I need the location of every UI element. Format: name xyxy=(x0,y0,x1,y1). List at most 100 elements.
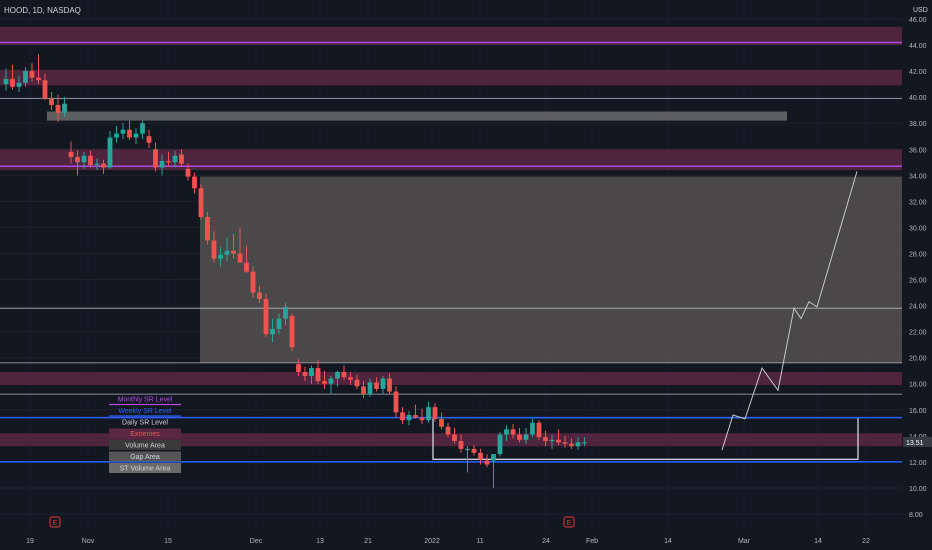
candles[interactable] xyxy=(3,54,587,488)
legend-label: Monthly SR Level xyxy=(118,397,173,404)
candle-body xyxy=(491,454,496,461)
chart-title: HOOD, 1D, NASDAQ xyxy=(4,6,81,15)
price-tick-label: 10.00 xyxy=(909,486,927,493)
price-tick-label: 22.00 xyxy=(909,330,927,337)
extreme-zone xyxy=(0,433,902,447)
candle-body xyxy=(62,103,67,113)
time-tick-label: 14 xyxy=(664,538,672,545)
legend-swatch xyxy=(109,428,181,439)
candle-body xyxy=(419,417,425,421)
candle-body xyxy=(380,378,386,389)
candle-body xyxy=(270,329,275,335)
price-tick-label: 38.00 xyxy=(909,121,927,128)
time-tick-label: 24 xyxy=(542,538,550,545)
earnings-marker xyxy=(563,516,575,528)
candle-body xyxy=(3,78,9,85)
legend: Monthly SR Level Weekly SR Level Daily SR … xyxy=(109,397,181,473)
candle-body xyxy=(517,434,522,440)
projection-path xyxy=(721,171,858,451)
candle-body xyxy=(530,422,535,435)
candle-body xyxy=(101,163,106,168)
time-tick-label: 13 xyxy=(316,538,324,545)
candle-body xyxy=(172,155,178,163)
candle-body xyxy=(107,137,113,168)
candle-body xyxy=(393,391,399,413)
candle-body xyxy=(289,316,295,348)
candle-body xyxy=(231,250,236,254)
candle-body xyxy=(276,318,282,330)
candle-body xyxy=(120,129,126,134)
time-tick-label: 14 xyxy=(814,538,822,545)
candle-body xyxy=(543,437,548,442)
candle-body xyxy=(49,98,54,105)
price-tick-label: 42.00 xyxy=(909,69,927,76)
price-tick-label: 32.00 xyxy=(909,199,927,206)
earnings-marker xyxy=(49,516,61,528)
legend-label: Weekly SR Level xyxy=(118,408,172,415)
candle-body xyxy=(133,133,139,138)
extreme-zone xyxy=(0,372,902,386)
price-tick-label: 16.00 xyxy=(909,408,927,415)
candle-body xyxy=(198,188,204,218)
candle-body xyxy=(374,382,379,389)
candle-body xyxy=(257,292,262,300)
earnings-icon: E xyxy=(53,520,58,527)
currency-label: USD xyxy=(913,7,928,14)
time-tick-label: Feb xyxy=(586,538,598,545)
legend-label: Extremes xyxy=(130,431,160,438)
price-tick-label: 26.00 xyxy=(909,278,927,285)
candle-body xyxy=(348,377,353,380)
price-tick-label: 46.00 xyxy=(909,17,927,24)
legend-swatch xyxy=(109,463,181,473)
candle-body xyxy=(315,368,321,382)
sr-levels xyxy=(0,41,902,463)
time-tick-label: 15 xyxy=(164,538,172,545)
price-tick-label: 18.00 xyxy=(909,382,927,389)
candle-body xyxy=(153,149,158,168)
earnings-icon: E xyxy=(567,520,572,527)
legend-label: Volume Area xyxy=(125,443,165,450)
candle-body xyxy=(140,123,145,134)
price-tick-label: 8.00 xyxy=(909,512,923,519)
price-tag-value: 13.51 xyxy=(906,440,924,447)
candle-body xyxy=(250,271,256,293)
candle-body xyxy=(400,412,405,421)
time-axis[interactable]: 19 Nov 15 Dec 13 21 2022 11 24 Feb 14 Mar 14 22 E E xyxy=(26,516,870,545)
candle-body xyxy=(413,415,418,418)
time-tick-label: 19 xyxy=(26,538,34,545)
legend-label: ST Volume Area xyxy=(120,466,171,473)
projection xyxy=(721,171,858,451)
candle-body xyxy=(309,368,314,376)
candle-body xyxy=(55,104,61,113)
time-tick-label: Dec xyxy=(250,538,263,545)
candle-body xyxy=(471,448,477,453)
price-tag: 13.51 xyxy=(903,437,932,447)
candle-body xyxy=(328,378,334,384)
candle-body xyxy=(536,422,542,438)
candle-body xyxy=(354,379,360,387)
candle-body xyxy=(166,160,171,163)
candle-body xyxy=(302,372,308,376)
candle-body xyxy=(296,364,301,373)
candle-body xyxy=(29,71,35,78)
candle-body xyxy=(16,82,22,87)
candle-body xyxy=(575,442,581,447)
price-tick-label: 44.00 xyxy=(909,43,927,50)
time-tick-label: 2022 xyxy=(424,538,440,545)
candle-body xyxy=(146,136,152,143)
candle-body xyxy=(432,407,438,419)
price-tick-label: 36.00 xyxy=(909,147,927,154)
candle-body xyxy=(205,217,210,241)
time-tick-label: 11 xyxy=(476,538,483,545)
candle-body xyxy=(263,299,269,335)
candle-body xyxy=(42,80,48,99)
candle-body xyxy=(75,157,80,163)
extreme-zone xyxy=(0,69,902,86)
candle-body xyxy=(406,415,412,421)
time-tick-label: 22 xyxy=(862,538,870,545)
candle-body xyxy=(185,168,191,177)
price-tick-label: 30.00 xyxy=(909,225,927,232)
price-tick-label: 40.00 xyxy=(909,95,927,102)
price-tick-label: 34.00 xyxy=(909,173,927,180)
